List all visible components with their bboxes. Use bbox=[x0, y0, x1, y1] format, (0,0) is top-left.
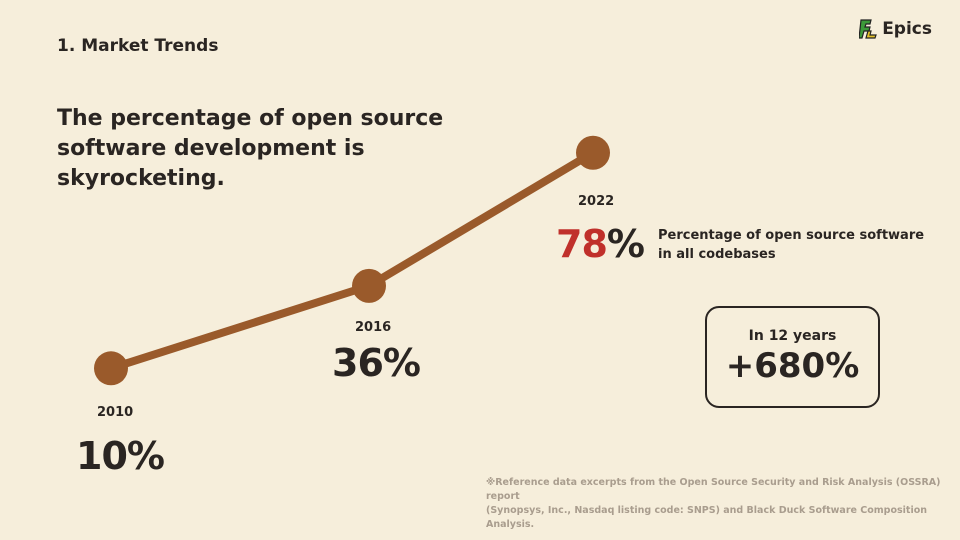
data-point-2010 bbox=[94, 351, 128, 386]
growth-value: +680% bbox=[725, 346, 860, 386]
headline: The percentage of open source software d… bbox=[57, 106, 444, 191]
epics-logo-icon bbox=[859, 19, 878, 39]
data-label-2010: 10% bbox=[76, 434, 165, 478]
logo-text: Epics bbox=[882, 19, 932, 39]
data-label-2016: 36% bbox=[332, 341, 421, 385]
logo: Epics bbox=[859, 19, 932, 39]
footnote-line: (Synopsys, Inc., Nasdaq listing code: SN… bbox=[486, 505, 928, 530]
x-label-2016: 2016 bbox=[355, 320, 392, 335]
data-point-2022 bbox=[576, 135, 610, 170]
footnote-line: ※Reference data excerpts from the Open S… bbox=[486, 477, 941, 502]
section-title: 1. Market Trends bbox=[57, 36, 219, 56]
growth-title: In 12 years bbox=[748, 328, 837, 344]
description-line: in all codebases bbox=[658, 247, 776, 262]
x-label-2010: 2010 bbox=[97, 405, 134, 420]
footnote: ※Reference data excerpts from the Open S… bbox=[486, 476, 960, 532]
highlight-value: 78 bbox=[556, 222, 608, 266]
description-line: Percentage of open source software bbox=[658, 228, 925, 243]
data-point-2016 bbox=[352, 268, 386, 303]
series-line bbox=[107, 148, 597, 373]
x-label-2022: 2022 bbox=[578, 194, 615, 209]
percent-sign: % bbox=[606, 222, 645, 266]
series-description: Percentage of open source software in al… bbox=[658, 226, 924, 264]
growth-box: In 12 years +680% bbox=[705, 306, 880, 408]
data-label-2022: 78% bbox=[556, 222, 645, 266]
